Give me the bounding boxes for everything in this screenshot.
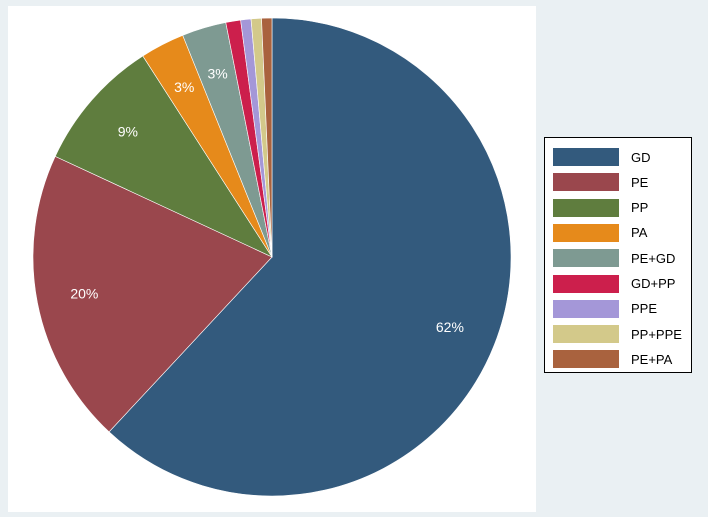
- legend-item-pe-plus-gd: PE+GD: [553, 249, 676, 268]
- pie-slice-pp: [54, 55, 273, 258]
- pie-label-pe-plus-gd: 3%: [207, 66, 227, 82]
- pie-slice-gd: [108, 17, 512, 497]
- legend-item-gd-plus-pp: GD+PP: [553, 274, 676, 293]
- legend-swatch: [553, 249, 619, 268]
- pie-chart: 62% 20% 9% 3% 3%: [32, 17, 512, 497]
- legend-item-pa: PA: [553, 223, 648, 242]
- legend-swatch: [553, 350, 619, 369]
- legend-label: PP: [631, 200, 649, 216]
- legend-label: PA: [631, 225, 648, 241]
- legend-label: PE+GD: [631, 250, 676, 266]
- pie-label-pa: 3%: [174, 79, 194, 95]
- legend-label: PP+PPE: [631, 326, 682, 342]
- legend-swatch: [553, 173, 619, 192]
- pie-label-pe: 20%: [70, 286, 98, 302]
- legend-swatch: [553, 198, 619, 217]
- legend-label: GD+PP: [631, 276, 676, 291]
- legend-item-gd: GD: [553, 148, 651, 166]
- pie-label-gd: 62%: [436, 319, 464, 335]
- pie-labels: 62% 20% 9% 3% 3%: [70, 66, 464, 335]
- legend-swatch: [553, 274, 619, 293]
- legend-swatch: [553, 299, 619, 318]
- legend-item-ppe: PPE: [553, 299, 658, 318]
- pie-slice-pe: [32, 155, 273, 433]
- legend-item-pe-plus-pa: PE+PA: [553, 350, 673, 369]
- plot-region: 62% 20% 9% 3% 3%: [8, 6, 536, 512]
- legend-swatch: [553, 325, 619, 344]
- legend-label: PE+PA: [631, 351, 673, 367]
- legend-item-pp-plus-ppe: PP+PPE: [553, 325, 682, 344]
- legend: GD PE PP PA PE+GD GD+PP PPE PP+PPE PE+PA: [544, 137, 692, 373]
- legend-swatch: [553, 223, 619, 242]
- pie-slices: [32, 17, 512, 497]
- legend-label: PE: [631, 174, 649, 190]
- pie-slice-pe-plus-pa: [261, 17, 273, 258]
- legend-swatch: [553, 148, 619, 166]
- pie-label-pp: 9%: [118, 123, 138, 139]
- legend-item-pp: PP: [553, 198, 649, 217]
- legend-label: GD: [631, 149, 651, 165]
- legend-item-pe: PE: [553, 173, 649, 192]
- legend-label: PPE: [631, 301, 658, 317]
